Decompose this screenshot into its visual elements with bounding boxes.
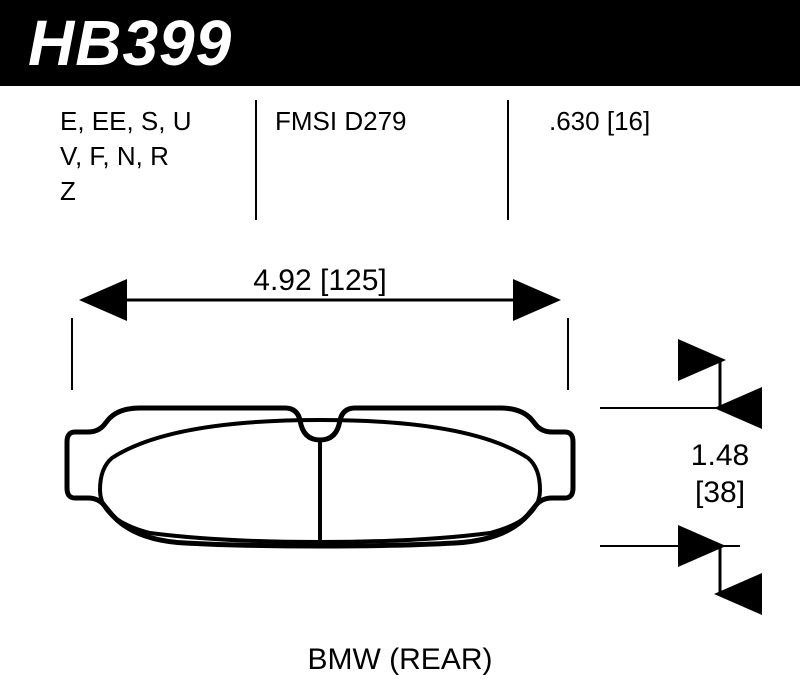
width-dimension-label: 4.92 [125] [253, 264, 386, 297]
diagram-area: 4.92 [125] 1.48 [38] [0, 240, 800, 660]
brake-pad-outline [67, 408, 573, 546]
brake-pad-diagram: 4.92 [125] 1.48 [38] [0, 240, 800, 660]
thickness-mm-open: [ [607, 106, 614, 136]
codes-line-3: Z [60, 174, 237, 209]
codes-line-2: V, F, N, R [60, 139, 237, 174]
header-bar: HB399 [0, 0, 800, 86]
thickness-spec: .630 [16] [509, 104, 650, 220]
thickness-in: .630 [549, 106, 600, 136]
height-in-label: 1.48 [691, 439, 749, 472]
compound-codes: E, EE, S, U V, F, N, R Z [60, 104, 255, 220]
diagram-caption: BMW (REAR) [0, 643, 800, 677]
codes-line-1: E, EE, S, U [60, 104, 237, 139]
fmsi-code: FMSI D279 [257, 104, 507, 220]
thickness-mm-close: ] [643, 106, 650, 136]
part-number: HB399 [28, 6, 232, 80]
height-mm-label: [38] [695, 476, 745, 509]
thickness-mm: 16 [614, 106, 643, 136]
spec-row: E, EE, S, U V, F, N, R Z FMSI D279 .630 … [0, 86, 800, 220]
